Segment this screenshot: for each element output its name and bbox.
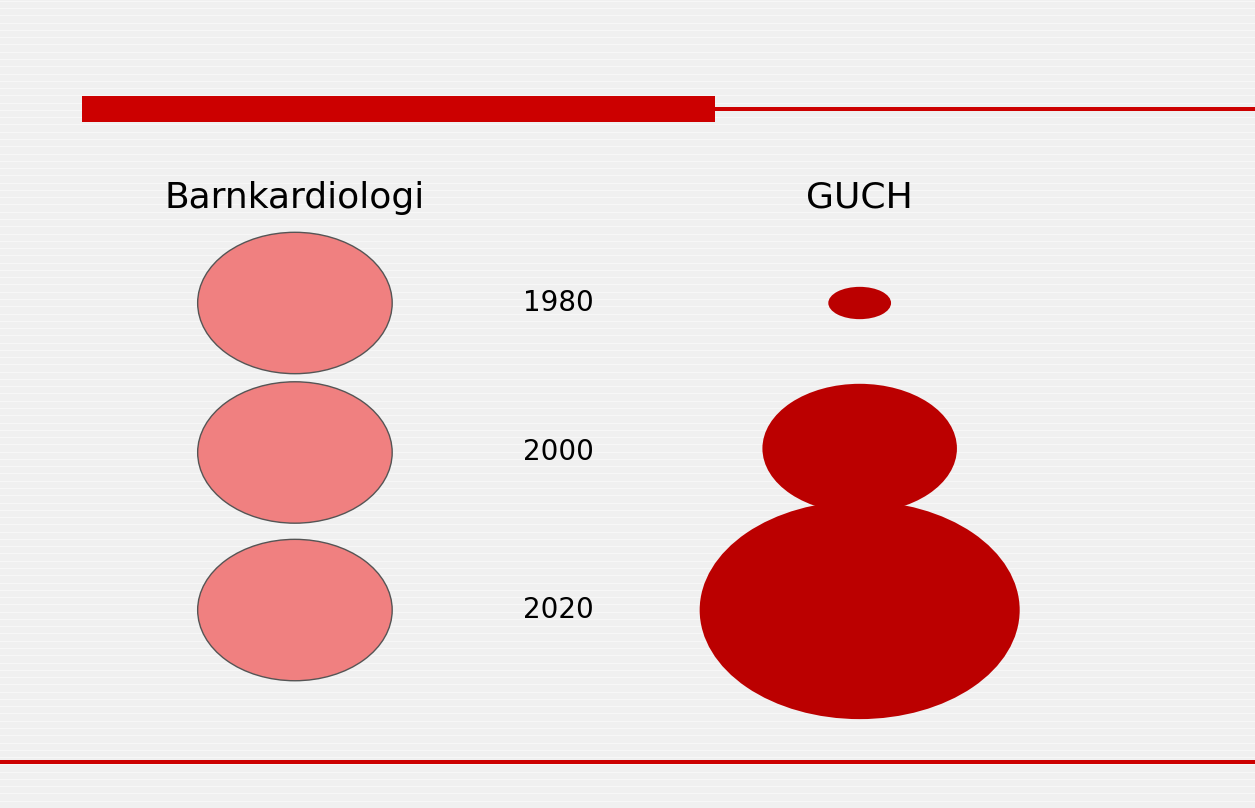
Text: 2000: 2000 (523, 439, 594, 466)
Ellipse shape (198, 233, 392, 373)
Ellipse shape (198, 540, 392, 680)
Bar (634, 107, 1255, 111)
Ellipse shape (700, 501, 1019, 719)
Text: 1980: 1980 (523, 289, 594, 317)
Ellipse shape (762, 384, 958, 513)
Text: Barnkardiologi: Barnkardiologi (164, 181, 425, 215)
Ellipse shape (828, 287, 891, 319)
Text: GUCH: GUCH (806, 181, 914, 215)
Bar (0, 760, 1255, 764)
Bar (82, 96, 715, 122)
Ellipse shape (198, 381, 392, 524)
Text: 2020: 2020 (523, 596, 594, 624)
